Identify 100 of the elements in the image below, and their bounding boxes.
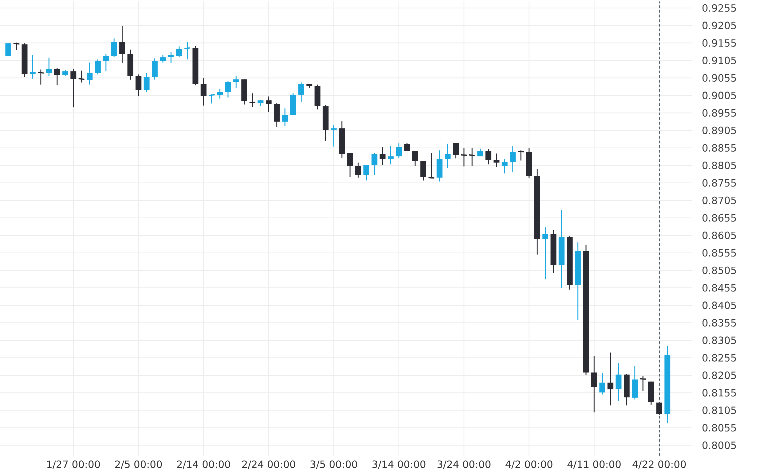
candlestick: [86, 62, 93, 86]
y-tick-label: 0.8805: [702, 162, 736, 170]
y-tick-label: 0.8905: [702, 126, 736, 134]
x-tick-label: 3/5 00:00: [310, 460, 358, 469]
candlestick: [225, 80, 232, 98]
candlestick: [298, 82, 304, 102]
candlestick: [314, 84, 321, 110]
candlestick: [217, 88, 224, 100]
candlestick: [54, 68, 60, 86]
candlestick: [6, 42, 12, 56]
x-tick-label: 1/27 00:00: [48, 460, 100, 469]
candlestick: [591, 356, 598, 413]
candlestick: [120, 26, 126, 64]
candlestick: [453, 142, 459, 159]
candlestick: [460, 148, 468, 168]
candlestick: [616, 362, 622, 402]
x-tick-label: 3/24 00:00: [438, 460, 491, 469]
x-tick-label: 2/5 00:00: [115, 460, 162, 469]
candlestick: [322, 104, 329, 142]
y-tick-label: 0.8255: [702, 354, 736, 362]
candlestick: [30, 54, 36, 80]
candlestick: [200, 78, 207, 106]
candlestick: [600, 372, 606, 396]
y-tick-label: 0.8755: [702, 179, 736, 187]
candlestick: [38, 69, 45, 86]
candlestick: [266, 96, 272, 112]
y-tick-label: 0.8455: [702, 284, 736, 292]
candlestick: [632, 365, 638, 400]
candlestick: [648, 381, 654, 406]
candlestick: [331, 124, 337, 148]
y-tick-label: 0.8555: [702, 249, 736, 257]
candlestick: [468, 148, 476, 166]
candlestick: [103, 54, 110, 72]
candlestick: [656, 402, 662, 416]
candlestick: [111, 38, 118, 58]
y-tick-label: 0.9205: [702, 22, 736, 30]
y-tick-label: 0.8105: [702, 406, 736, 414]
y-tick-label: 0.8705: [702, 196, 736, 204]
candlestick: [242, 78, 248, 106]
candlestick: [290, 92, 296, 116]
candlestick: [608, 352, 614, 406]
candlestick: [380, 146, 386, 166]
candlestick: [445, 143, 451, 168]
x-tick-label: 2/14 00:00: [177, 460, 230, 469]
candlestick: [436, 150, 443, 182]
y-tick-label: 0.8055: [702, 424, 736, 432]
x-tick-label: 3/14 00:00: [372, 460, 426, 469]
y-tick-label: 0.8355: [702, 319, 736, 327]
x-tick-label: 4/11 00:00: [568, 460, 621, 469]
x-tick-label: 2/24 00:00: [242, 460, 296, 469]
candlestick: [510, 146, 516, 173]
y-tick-label: 0.8505: [702, 266, 736, 274]
candlestick: [347, 152, 354, 178]
candlestick: [494, 153, 500, 168]
candlestick: [372, 152, 378, 176]
candlestick: [208, 94, 216, 104]
y-tick-label: 0.9155: [702, 39, 736, 47]
candlestick: [184, 42, 192, 60]
candlestick: [136, 74, 142, 96]
candlestick: [176, 46, 182, 58]
candlestick: [152, 58, 158, 80]
candlestick: [396, 142, 402, 159]
y-tick-label: 0.8955: [702, 109, 736, 117]
y-tick-label: 0.9255: [702, 4, 736, 12]
candlestick: [282, 108, 288, 126]
y-tick-label: 0.8855: [702, 144, 736, 152]
candlestick: [95, 59, 101, 75]
candlestick: [526, 148, 532, 179]
candlestick: [518, 150, 525, 162]
candlestick: [364, 164, 370, 182]
x-tick-label: 4/2 00:00: [506, 460, 553, 469]
candlestick: [233, 76, 240, 88]
candlestick: [388, 146, 394, 165]
candlestick: [355, 162, 362, 178]
y-tick-label: 0.8405: [702, 302, 736, 310]
candlestick: [274, 102, 280, 128]
candlestick: [412, 150, 418, 167]
candlestick: [624, 374, 630, 406]
y-tick-label: 0.8205: [702, 372, 736, 380]
candlestick: [46, 57, 52, 76]
y-tick-label: 0.9005: [702, 92, 736, 100]
candlestick: [250, 92, 256, 108]
candlestick: [168, 52, 174, 64]
x-tick-label: 4/22 00:00: [632, 460, 686, 469]
candlestick: [70, 68, 77, 108]
y-tick-label: 0.8305: [702, 336, 736, 344]
y-tick-label: 0.8605: [702, 232, 736, 240]
y-tick-label: 0.9055: [702, 74, 736, 82]
candlestick: [502, 158, 508, 174]
candlestick: [542, 226, 548, 280]
y-tick-label: 0.8155: [702, 389, 736, 397]
candlestick: [640, 376, 647, 392]
y-tick-label: 0.9105: [702, 56, 736, 64]
candlestick: [486, 148, 492, 165]
candlestick: [144, 72, 150, 93]
candlestick: [420, 160, 426, 182]
candlestick: [128, 49, 134, 80]
y-tick-label: 0.8655: [702, 214, 736, 222]
y-tick-label: 0.8005: [702, 442, 736, 450]
candlestick: [428, 152, 436, 179]
